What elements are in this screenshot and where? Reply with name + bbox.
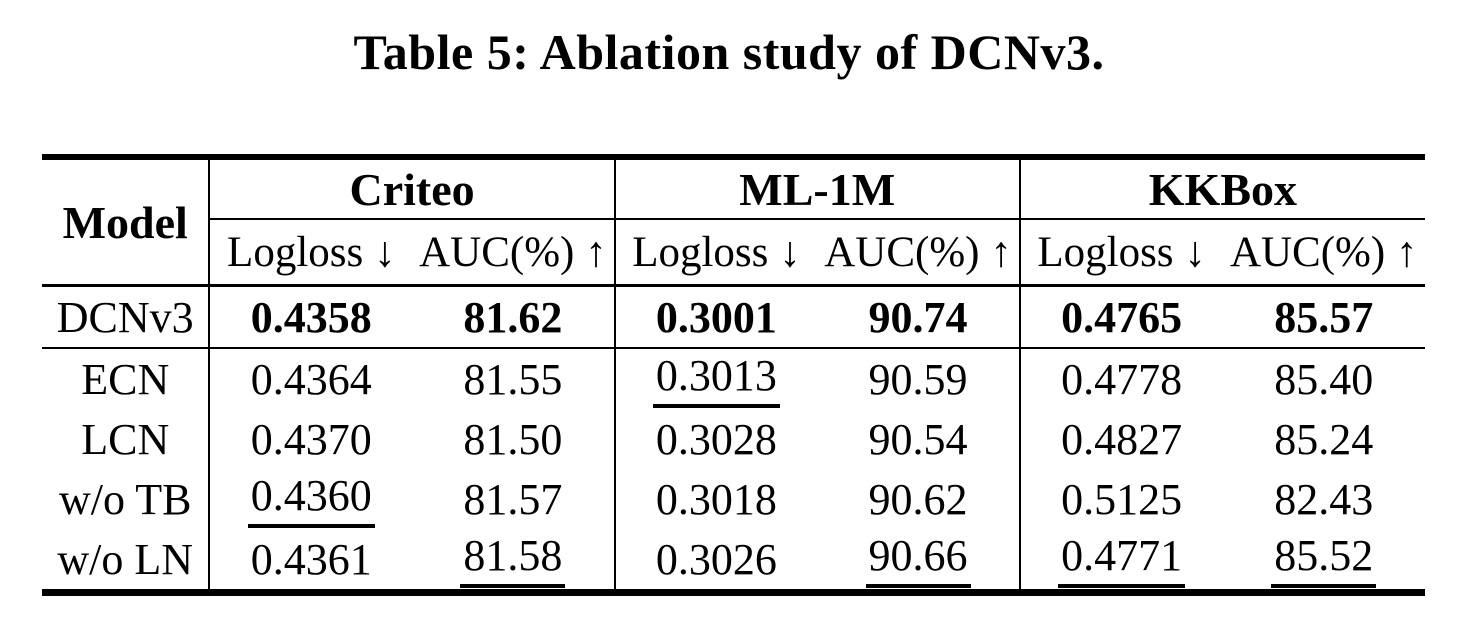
col-header-model: Model <box>42 157 211 287</box>
col-group-criteo: Criteo <box>209 157 616 220</box>
underlined-value: 90.66 <box>865 534 971 588</box>
col-header-kkbox-auc: AUC(%) ↑ <box>1222 219 1425 287</box>
header-group-row: Model Criteo ML-1M KKBox <box>42 157 1425 287</box>
model-cell: ECN <box>42 348 211 409</box>
value-cell: 90.74 <box>817 285 1021 349</box>
col-header-ml1m-auc: AUC(%) ↑ <box>817 219 1021 287</box>
col-group-kkbox: KKBox <box>1019 157 1425 220</box>
value-cell: 0.4370 <box>250 414 372 464</box>
ablation-table: Model Criteo ML-1M KKBox Logloss ↓ AUC(%… <box>42 154 1425 596</box>
table-row: w/o TB 0.4360 81.57 0.3018 90.62 0.5125 … <box>42 469 1425 529</box>
underlined-value: 0.4360 <box>247 474 375 528</box>
value-cell: 81.50 <box>412 409 616 469</box>
value-cell: 81.57 <box>412 469 616 529</box>
model-cell: w/o LN <box>42 529 211 593</box>
value-cell: 0.3018 <box>655 474 777 524</box>
underlined-value: 85.52 <box>1271 534 1377 588</box>
value-cell: 0.3026 <box>655 534 777 584</box>
value-cell: 0.4360 <box>209 469 412 529</box>
value-cell: 90.62 <box>817 469 1021 529</box>
value-cell: 0.4771 <box>1020 529 1223 593</box>
value-cell: 90.66 <box>817 529 1021 593</box>
value-cell: 90.54 <box>817 409 1021 469</box>
model-cell: LCN <box>42 409 211 469</box>
col-header-criteo-logloss: Logloss ↓ <box>209 219 413 287</box>
value-cell: 85.57 <box>1222 285 1425 349</box>
value-cell: 82.43 <box>1274 474 1374 524</box>
model-cell: w/o TB <box>42 469 211 529</box>
col-header-criteo-auc: AUC(%) ↑ <box>412 219 616 287</box>
table-row: LCN 0.4370 81.50 0.3028 90.54 0.4827 85.… <box>42 409 1425 469</box>
value-cell: 81.62 <box>412 285 616 349</box>
value-cell: 85.40 <box>1274 354 1374 404</box>
table-row: w/o LN 0.4361 81.58 0.3026 90.66 0.4771 … <box>42 529 1425 593</box>
value-cell: 0.4364 <box>250 354 372 404</box>
header-metric-row: Logloss ↓ AUC(%) ↑ Logloss ↓ AUC(%) ↑ Lo… <box>42 219 1425 287</box>
value-cell: 81.58 <box>412 529 616 593</box>
col-header-kkbox-logloss: Logloss ↓ <box>1019 219 1223 287</box>
underlined-value: 0.4771 <box>1058 534 1186 588</box>
value-cell: 90.59 <box>817 348 1021 409</box>
value-cell: 0.4358 <box>209 285 413 349</box>
value-cell: 0.4778 <box>1061 354 1183 404</box>
table-caption: Table 5: Ablation study of DCNv3. <box>353 24 1105 80</box>
underlined-value: 0.3013 <box>652 354 780 408</box>
model-cell: DCNv3 <box>42 285 211 349</box>
value-cell: 0.3001 <box>614 285 818 349</box>
value-cell: 0.4765 <box>1019 285 1223 349</box>
table-row: DCNv3 0.4358 81.62 0.3001 90.74 0.4765 8… <box>42 285 1425 349</box>
underlined-value: 81.58 <box>460 534 566 588</box>
value-cell: 0.4361 <box>250 534 372 584</box>
value-cell: 0.3028 <box>655 414 777 464</box>
value-cell: 85.52 <box>1222 529 1425 593</box>
col-group-ml1m: ML-1M <box>614 157 1021 220</box>
value-cell: 81.55 <box>412 348 616 409</box>
col-header-ml1m-logloss: Logloss ↓ <box>614 219 818 287</box>
table-row: ECN 0.4364 81.55 0.3013 90.59 0.4778 85.… <box>42 348 1425 409</box>
value-cell: 0.4827 <box>1061 414 1183 464</box>
value-cell: 85.24 <box>1274 414 1374 464</box>
value-cell: 0.3013 <box>615 348 818 409</box>
value-cell: 0.5125 <box>1061 474 1183 524</box>
